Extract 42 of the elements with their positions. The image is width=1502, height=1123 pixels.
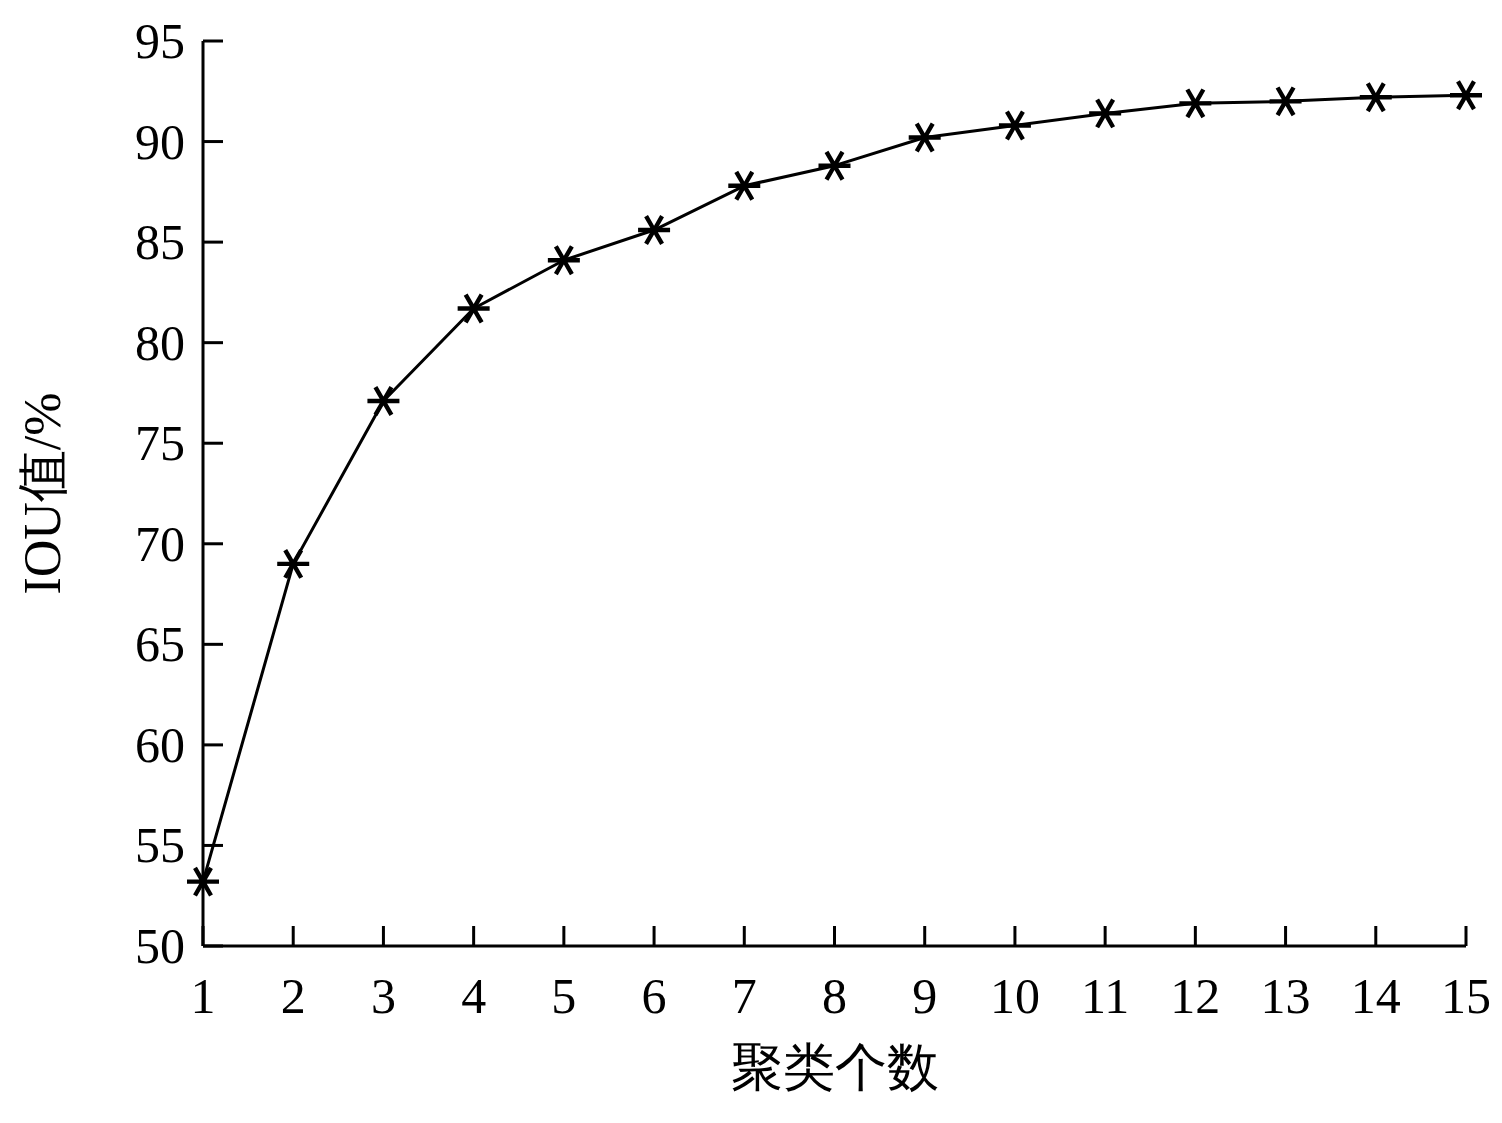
x-tick-label: 10 [989,968,1040,1024]
x-tick-label: 8 [822,968,847,1024]
y-tick-label: 95 [135,13,185,69]
point [1179,88,1212,119]
point [908,122,941,153]
y-tick-label: 55 [135,817,185,874]
x-axis-title: 聚类个数 [730,1039,939,1096]
y-tick-label: 50 [135,918,185,974]
point [547,245,580,276]
point [367,386,400,416]
x-tick-label: 14 [1350,968,1401,1024]
y-tick-label: 70 [135,515,185,572]
x-tick-label: 4 [461,968,487,1024]
x-tick-label: 6 [641,968,667,1024]
y-tick-label: 65 [135,616,185,673]
y-axis-title: IOU值/% [14,392,71,595]
point [277,548,310,579]
y-tick-label: 90 [135,113,185,170]
x-tick-label: 5 [551,968,577,1024]
y-tick-label: 85 [135,214,185,271]
y-tick-label: 60 [135,716,185,773]
x-tick-label: 2 [280,968,306,1024]
x-tick-label: 3 [370,968,396,1024]
y-tick-label: 75 [135,415,185,472]
point [1269,86,1302,117]
point [1089,98,1122,129]
x-tick-label: 13 [1260,968,1311,1024]
x-tick-label: 12 [1170,968,1221,1024]
point [187,866,219,897]
point [1450,80,1482,111]
point [998,110,1031,141]
x-tick-label: 7 [731,968,757,1024]
x-tick-label: 11 [1081,968,1130,1024]
point [728,170,761,201]
x-tick-label: 1 [190,968,216,1024]
x-tick-label: 9 [912,968,938,1024]
point [1359,82,1392,113]
point [638,215,671,245]
y-tick-label: 80 [135,314,185,371]
x-tick-label: 15 [1441,968,1491,1024]
point [818,150,851,181]
point [457,293,490,324]
